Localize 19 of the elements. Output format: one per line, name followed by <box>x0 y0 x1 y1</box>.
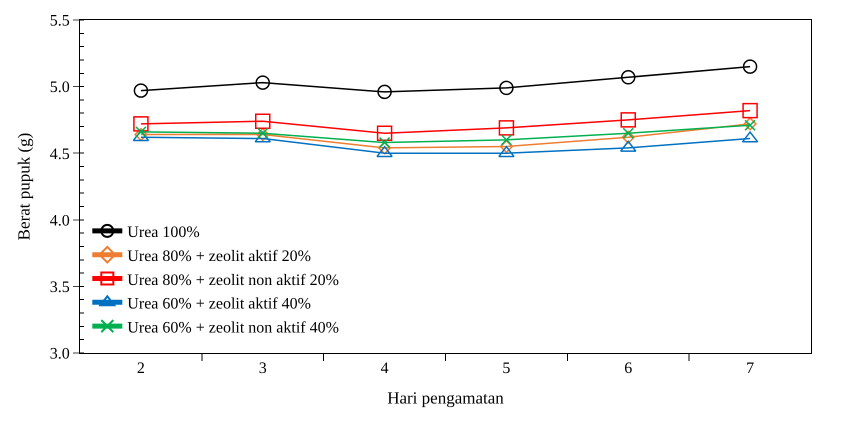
legend-label: Urea 100% <box>127 224 200 242</box>
y-tick-label: 3.0 <box>50 346 70 363</box>
y-tick-label: 4.5 <box>50 146 70 163</box>
x-tick-label: 3 <box>258 360 267 378</box>
y-tick-label: 5.5 <box>50 12 70 30</box>
legend-label: Urea 60% + zeolit aktif 40% <box>127 296 311 313</box>
x-tick-label: 7 <box>746 360 754 378</box>
x-tick-label: 6 <box>624 360 632 378</box>
legend-label: Urea 60% + zeolit non aktif 40% <box>127 319 339 336</box>
x-axis-title: Hari pengamatan <box>387 388 504 408</box>
y-tick-label: 3.5 <box>50 279 70 296</box>
x-tick-label: 2 <box>136 360 145 378</box>
legend-label: Urea 80% + zeolit non aktif 20% <box>127 272 339 289</box>
legend-label: Urea 80% + zeolit aktif 20% <box>127 248 311 265</box>
x-tick-label: 4 <box>380 360 389 378</box>
y-tick-label: 5.0 <box>50 79 70 96</box>
y-tick-label: 4.0 <box>50 212 70 230</box>
x-tick-label: 5 <box>502 360 510 378</box>
y-axis-title: Berat pupuk (g) <box>14 132 34 240</box>
